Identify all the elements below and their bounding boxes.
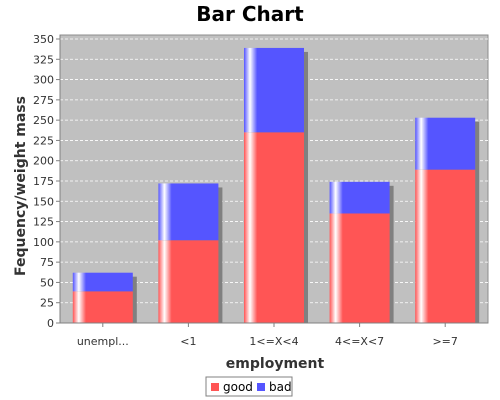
y-tick-label: 125 <box>33 216 54 229</box>
y-tick-label: 25 <box>40 297 54 310</box>
x-axis-label: employment <box>226 356 325 372</box>
bar-bad-4 <box>415 117 476 170</box>
y-tick-label: 75 <box>40 256 54 269</box>
bar-good-3 <box>329 213 390 323</box>
y-tick-label: 150 <box>33 195 54 208</box>
y-tick-label: 325 <box>33 53 54 66</box>
y-tick-label: 275 <box>33 94 54 107</box>
legend-box <box>205 376 293 397</box>
x-tick-label: >=7 <box>432 335 457 348</box>
x-tick-label: 4<=X<7 <box>335 335 384 348</box>
legend-swatch-bad <box>257 383 265 391</box>
legend-label-bad: bad <box>269 380 292 394</box>
legend-label-good: good <box>223 380 253 394</box>
y-tick-label: 350 <box>33 33 54 46</box>
x-tick-label: <1 <box>180 335 196 348</box>
bar-good-1 <box>158 240 219 323</box>
legend-swatch-good <box>211 383 219 391</box>
x-tick-label: unempl... <box>77 335 129 348</box>
y-tick-label: 225 <box>33 134 54 147</box>
legend: good bad <box>205 376 293 397</box>
y-tick-label: 0 <box>47 317 54 330</box>
bar-good-4 <box>415 169 476 323</box>
y-tick-label: 100 <box>33 236 54 249</box>
y-axis-label: Fequency/weight mass <box>13 96 29 276</box>
chart-title: Bar Chart <box>196 2 304 26</box>
bar-bad-2 <box>244 47 304 133</box>
y-axis-ticks: 0 25 50 75 100 125 150 175 200 225 250 275 300 325 350 <box>33 33 60 330</box>
y-tick-label: 200 <box>33 155 54 168</box>
x-tick-label: 1<=X<4 <box>249 335 298 348</box>
x-axis-ticks: unempl... <1 1<=X<4 4<=X<7 >=7 <box>77 323 458 348</box>
bar-good-2 <box>244 132 304 323</box>
bars <box>72 47 480 323</box>
y-tick-label: 175 <box>33 175 54 188</box>
bar-good-0 <box>72 291 133 323</box>
y-tick-label: 250 <box>33 114 54 127</box>
bar-bad-0 <box>72 272 133 292</box>
bar-bad-3 <box>329 181 390 214</box>
y-tick-label: 50 <box>40 276 54 289</box>
bar-bad-1 <box>158 183 219 241</box>
y-tick-label: 300 <box>33 74 54 87</box>
